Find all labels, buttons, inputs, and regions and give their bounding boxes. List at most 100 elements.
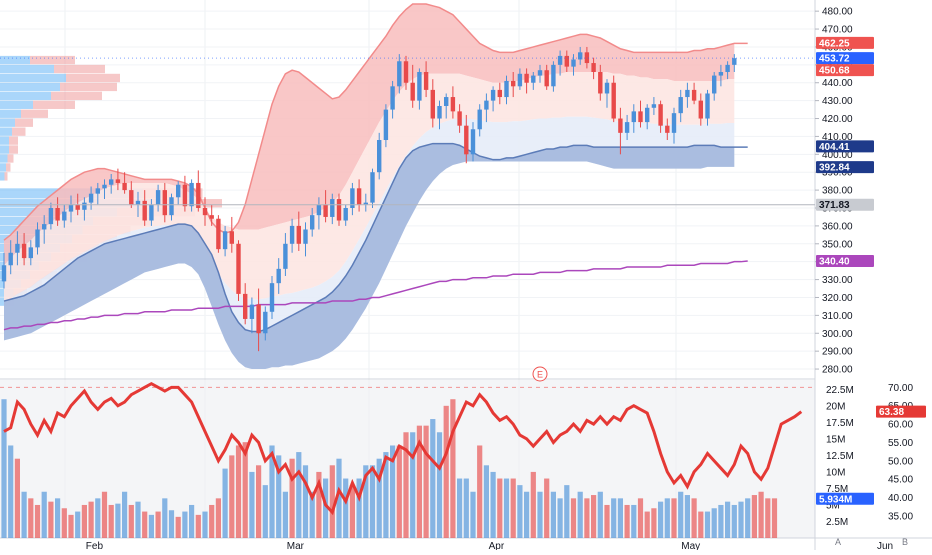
candle-body — [444, 97, 449, 106]
volume-bar — [269, 445, 275, 538]
volume-bar — [731, 504, 737, 538]
volume-profile-down — [12, 127, 26, 136]
candle-body — [725, 64, 730, 72]
volume-tick-label: 5M — [826, 500, 840, 511]
volume-tick-label: 22.5M — [826, 385, 854, 396]
candle-body — [484, 100, 489, 110]
time-axis[interactable]: Feb Mar Apr May Jun — [86, 541, 893, 552]
volume-bar — [483, 465, 489, 538]
price-value-label-bg — [816, 52, 874, 65]
candle-body — [557, 55, 563, 65]
volume-bar — [81, 504, 87, 538]
volume-profile-down — [54, 64, 105, 74]
volume-bar — [443, 405, 449, 538]
volume-bar — [329, 465, 335, 538]
candle-body — [283, 243, 288, 269]
candle-body — [68, 204, 74, 212]
volume-bar — [21, 491, 27, 538]
volume-bar — [624, 504, 630, 538]
volume-bar — [711, 508, 717, 538]
volume-profile-down — [7, 154, 14, 163]
candle-body — [497, 89, 502, 98]
candle-body — [390, 86, 395, 110]
volume-bar — [597, 491, 603, 538]
candle-body — [645, 107, 650, 123]
reference-lines: E — [0, 57, 815, 382]
earnings-marker[interactable] — [532, 366, 548, 382]
candle-body — [685, 89, 690, 98]
candle-body — [490, 89, 496, 101]
price-value-label: 392.84 — [819, 163, 850, 174]
rsi-tick-label: 35.00 — [888, 511, 913, 522]
volume-bar — [182, 511, 188, 538]
candle-body — [129, 190, 134, 205]
volume-bar — [564, 485, 570, 538]
volume-bar — [684, 495, 690, 538]
candle-body — [410, 82, 415, 101]
candle-body — [149, 204, 154, 221]
candle-body — [209, 215, 214, 219]
volume-bar — [463, 478, 469, 538]
price-tick-label: 410.00 — [822, 132, 853, 143]
volume-bar — [490, 471, 496, 538]
axis-footer-right[interactable]: B — [902, 537, 908, 547]
volume-bar — [343, 478, 349, 538]
price-value-label-bg — [816, 64, 874, 77]
volume-bar — [751, 495, 757, 538]
volume-bar — [557, 498, 563, 538]
volume-bar — [383, 452, 389, 538]
candle-body — [651, 104, 657, 108]
axis-footer-left[interactable]: A — [835, 537, 841, 547]
volume-bar — [517, 485, 523, 538]
candle-body — [658, 104, 663, 126]
rsi-tick-label: 50.00 — [888, 456, 913, 467]
candle-body — [115, 179, 121, 183]
candle-body — [162, 190, 167, 216]
rsi-value-label-bg — [876, 405, 926, 418]
volume-bar — [168, 510, 175, 538]
rsi-tick-label: 60.00 — [888, 420, 913, 431]
rsi-series-line — [3, 381, 803, 516]
candle-body — [511, 80, 516, 87]
volume-bar — [477, 445, 483, 538]
volume-bar — [14, 458, 20, 538]
price-value-label-bg — [816, 161, 874, 174]
volume-bar — [497, 478, 503, 538]
volume-bar — [664, 498, 670, 538]
volume-bar — [369, 465, 376, 538]
volume-tick-label: 2.5M — [826, 517, 848, 528]
price-tick-label: 290.00 — [822, 347, 853, 358]
volume-profile-down — [4, 172, 8, 181]
rsi-value-label: 63.38 — [879, 407, 904, 418]
candle-body — [450, 97, 456, 112]
candle-body — [356, 188, 362, 205]
candle-body — [377, 140, 382, 173]
volume-profile-up — [0, 172, 5, 181]
volume-bar — [88, 501, 94, 538]
volume-bar — [115, 503, 121, 538]
volume-bars — [1, 399, 778, 538]
candlestick-series — [1, 46, 737, 352]
volume-bar — [28, 498, 34, 538]
bollinger-upper-line — [3, 3, 748, 241]
volume-bar — [175, 516, 181, 538]
volume-bar — [34, 504, 41, 538]
candle-body — [269, 283, 275, 312]
volume-bar — [135, 501, 141, 538]
candle-body — [517, 73, 523, 87]
earnings-marker-label: E — [537, 370, 543, 380]
volume-bar — [704, 511, 711, 538]
volume-bar — [678, 491, 684, 538]
volume-profile-up — [0, 64, 54, 74]
price-tick-label: 310.00 — [822, 311, 853, 322]
candle-body — [732, 58, 737, 65]
volume-profile-down — [66, 73, 120, 83]
price-tick-label: 440.00 — [822, 78, 853, 89]
candle-body — [102, 184, 107, 189]
volume-axis[interactable]: 2.5M 5M 7.5M 10M 12.5M 15M 17.5M 20M 22.5M — [826, 385, 854, 528]
volume-bar — [503, 478, 510, 538]
candle-body — [584, 52, 590, 64]
volume-profile-down — [9, 136, 18, 145]
